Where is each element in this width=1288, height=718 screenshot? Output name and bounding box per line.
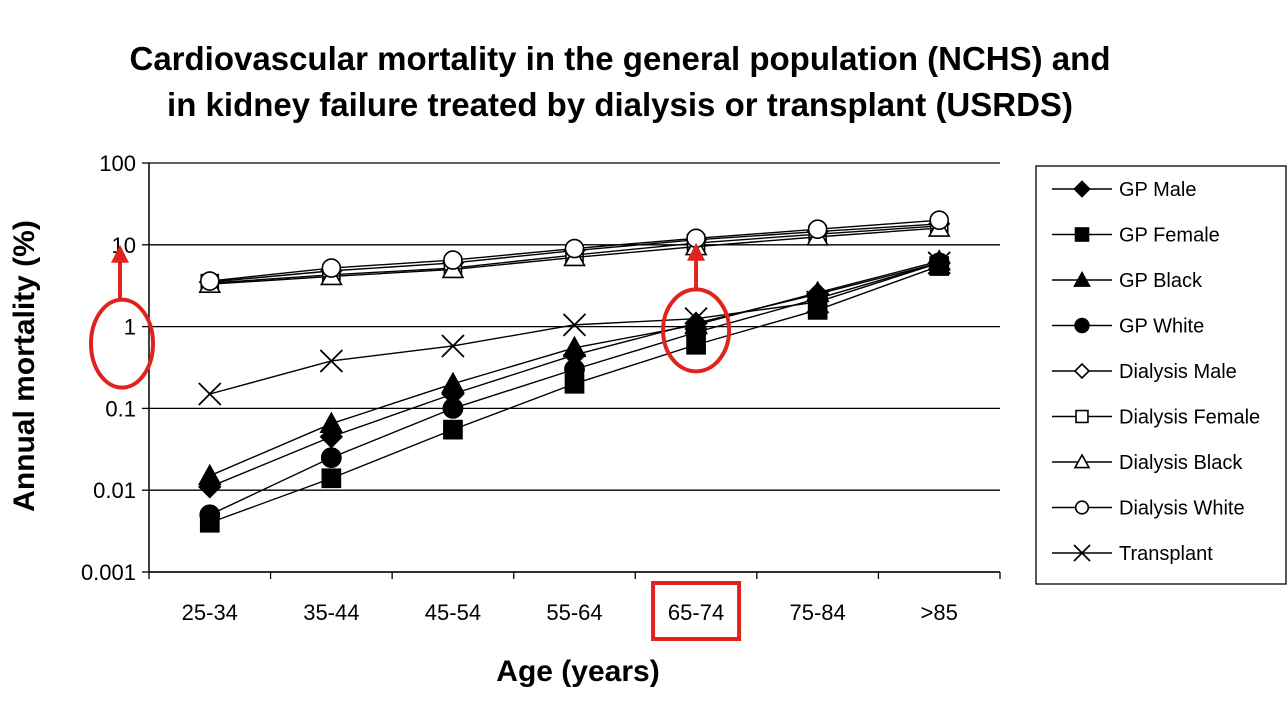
data-point bbox=[562, 313, 587, 337]
x-marker-stroke bbox=[198, 382, 222, 406]
data-point bbox=[1073, 270, 1091, 287]
data-point bbox=[927, 251, 951, 275]
data-point bbox=[321, 468, 342, 489]
legend-item: Dialysis White bbox=[1052, 498, 1245, 520]
chart-title: Cardiovascular mortality in the general … bbox=[0, 36, 1240, 128]
legend-item: GP White bbox=[1052, 316, 1204, 338]
y-tick-label: 1 bbox=[124, 315, 136, 340]
data-arrow-head bbox=[687, 242, 706, 261]
data-point bbox=[562, 335, 587, 358]
data-point bbox=[929, 210, 950, 230]
legend-item: Dialysis Female bbox=[1052, 407, 1260, 429]
legend: GP Male GP Female GP Black GP White Dialysis… bbox=[1035, 165, 1287, 585]
legend-label: GP Black bbox=[1119, 270, 1203, 292]
x-tick-label: 65-74 bbox=[668, 600, 724, 625]
data-point bbox=[443, 419, 463, 440]
legend-item: Dialysis Black bbox=[1052, 452, 1243, 474]
data-point bbox=[1073, 453, 1091, 469]
data-point bbox=[319, 349, 343, 373]
annotations bbox=[89, 242, 742, 641]
x-marker-stroke bbox=[927, 251, 951, 275]
legend-label: GP Male bbox=[1119, 179, 1196, 201]
y-tick-label: 0.1 bbox=[105, 396, 136, 421]
x-axis-ticks: 25-34 35-44 45-54 55-64 65-74 75-84 >85 bbox=[148, 572, 1001, 625]
series-dialysis-white bbox=[199, 210, 950, 291]
data-point bbox=[564, 238, 585, 259]
data-point bbox=[198, 382, 222, 406]
y-tick-label: 0.001 bbox=[81, 560, 136, 585]
legend-label: Transplant bbox=[1119, 543, 1213, 565]
chart-title-line-1: Cardiovascular mortality in the general … bbox=[129, 40, 1111, 77]
data-point bbox=[320, 447, 342, 469]
data-point bbox=[321, 258, 342, 278]
y-axis-title: Annual mortality (%) bbox=[8, 220, 41, 512]
legend-label: GP Female bbox=[1119, 225, 1220, 247]
data-point bbox=[1073, 362, 1091, 380]
data-point bbox=[442, 398, 464, 419]
data-point bbox=[1074, 500, 1090, 515]
data-point bbox=[443, 250, 463, 270]
x-marker-stroke bbox=[319, 349, 343, 373]
legend-item: Transplant bbox=[1052, 543, 1213, 565]
data-point bbox=[319, 411, 344, 434]
x-tick-label: 55-64 bbox=[546, 600, 602, 625]
data-point bbox=[1073, 544, 1091, 562]
series-group bbox=[197, 210, 952, 533]
x-marker-stroke bbox=[806, 290, 830, 314]
x-tick-label: 35-44 bbox=[303, 600, 359, 625]
category-highlight-box bbox=[651, 581, 742, 641]
legend-label: Dialysis Black bbox=[1119, 452, 1243, 474]
y-tick-highlight-ellipse bbox=[89, 297, 155, 390]
legend-label: GP White bbox=[1119, 316, 1204, 338]
data-point bbox=[806, 290, 830, 314]
y-tick-label: 100 bbox=[99, 151, 136, 176]
data-highlight-ellipse bbox=[661, 287, 732, 374]
data-point bbox=[684, 307, 708, 331]
y-tick-label: 0.01 bbox=[93, 478, 136, 503]
x-tick-label: 45-54 bbox=[425, 600, 481, 625]
x-marker-stroke bbox=[684, 307, 708, 331]
x-tick-label: 75-84 bbox=[790, 600, 846, 625]
x-marker-stroke bbox=[562, 313, 587, 337]
data-point bbox=[199, 504, 221, 526]
legend-item: GP Female bbox=[1052, 225, 1220, 247]
legend-item: GP Male bbox=[1052, 179, 1196, 201]
data-point bbox=[197, 463, 222, 486]
x-axis-title: Age (years) bbox=[496, 655, 659, 688]
legend-item: GP Black bbox=[1052, 270, 1203, 292]
series-line bbox=[209, 265, 940, 524]
data-point bbox=[1074, 227, 1090, 242]
x-tick-label: >85 bbox=[921, 600, 958, 625]
data-point bbox=[441, 334, 465, 358]
data-point bbox=[1075, 409, 1089, 424]
data-point bbox=[1074, 317, 1090, 334]
data-point bbox=[807, 219, 828, 240]
data-point bbox=[807, 288, 829, 309]
legend-label: Dialysis White bbox=[1119, 498, 1245, 520]
x-marker-stroke bbox=[441, 334, 465, 358]
legend-label: Dialysis Male bbox=[1119, 361, 1237, 383]
data-point bbox=[1073, 180, 1091, 198]
legend-item: Dialysis Male bbox=[1052, 361, 1237, 383]
data-point bbox=[441, 371, 465, 394]
x-marker-stroke bbox=[1073, 544, 1091, 562]
chart-title-line-2: in kidney failure treated by dialysis or… bbox=[167, 86, 1073, 123]
data-point bbox=[685, 321, 707, 343]
x-tick-label: 25-34 bbox=[182, 600, 238, 625]
legend-label: Dialysis Female bbox=[1119, 407, 1260, 429]
series-transplant bbox=[198, 251, 951, 406]
data-point bbox=[199, 271, 220, 291]
y-arrow-head bbox=[111, 244, 129, 263]
data-point bbox=[564, 358, 585, 380]
